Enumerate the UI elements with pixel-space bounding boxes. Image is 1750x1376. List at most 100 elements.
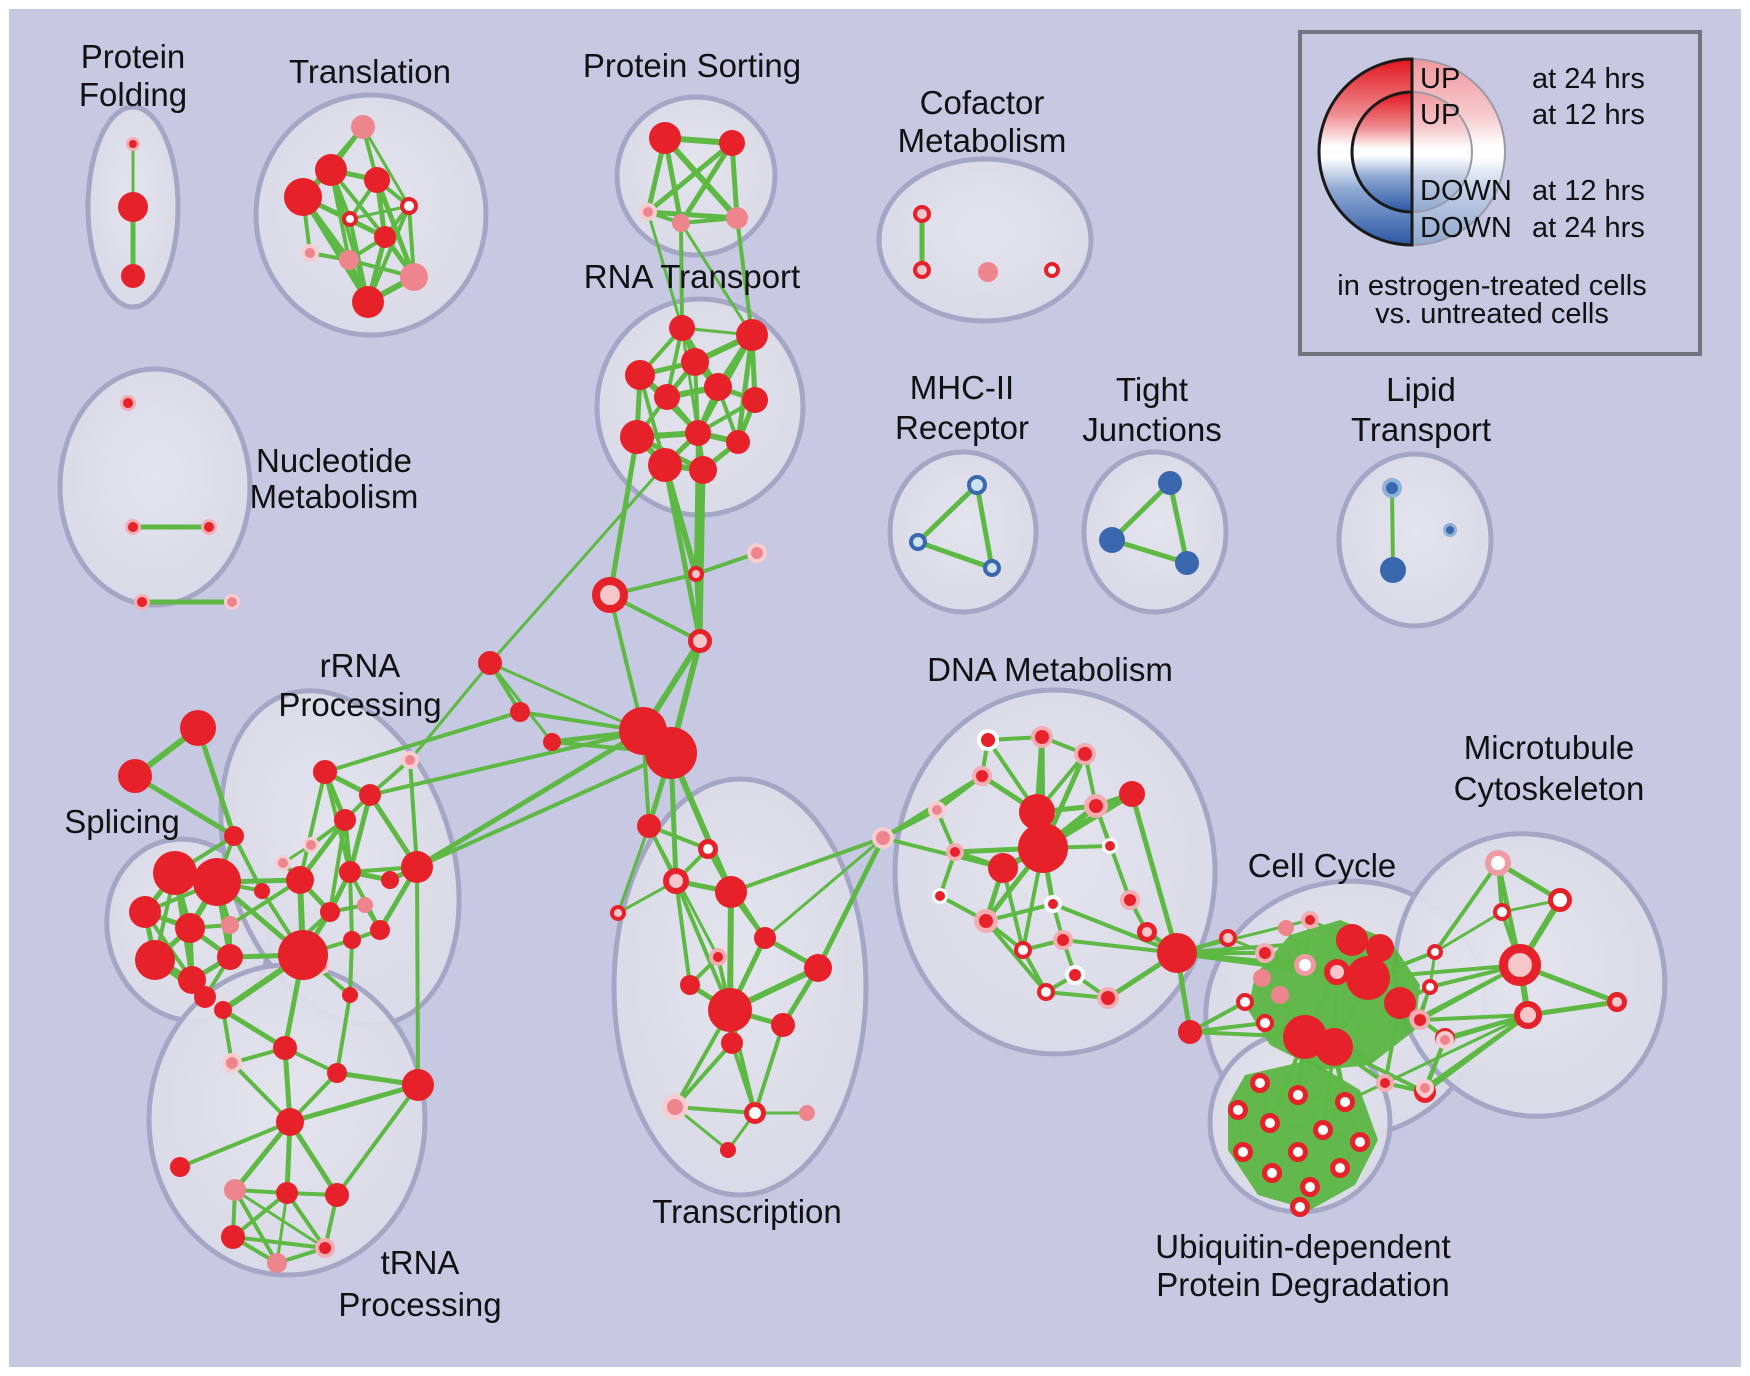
translation-node-8 — [339, 250, 359, 270]
nucleotide-metabolism-label-line-1: Nucleotide — [256, 442, 412, 479]
rna-transport-node-6 — [742, 387, 768, 413]
dna-metabolism-node-22 — [1157, 933, 1197, 973]
nucleotide-metabolism-label-line-2: Metabolism — [250, 478, 419, 515]
splicing-node-2 — [129, 896, 161, 928]
edge — [1418, 1013, 1530, 1022]
transcription-node-0 — [637, 814, 661, 838]
cell-cycle-label-line-1: Cell Cycle — [1248, 847, 1397, 884]
edge — [220, 1007, 288, 1051]
trna-processing-node-8 — [325, 1183, 349, 1207]
link-edge — [679, 221, 684, 330]
transcription-node-1 — [698, 839, 718, 859]
dna-metabolism-node-11 — [1102, 838, 1118, 854]
legend-direction-4: DOWN — [1420, 212, 1512, 244]
trna-processing-node-0 — [222, 1053, 242, 1073]
cofactor-metabolism-node-2 — [978, 262, 998, 282]
connectors-node-5 — [645, 727, 697, 779]
transcription-node-5 — [754, 927, 776, 949]
edge — [1525, 999, 1620, 1018]
ubiquitin-dependent-protein-degradation-node-12 — [1290, 1197, 1310, 1217]
rna-transport-node-0 — [669, 315, 695, 341]
edge — [408, 758, 419, 869]
connectors-node-11 — [224, 826, 244, 846]
dna-metabolism-node-9 — [988, 853, 1018, 883]
transcription-node-3 — [715, 876, 747, 908]
legend-direction-3: DOWN — [1420, 175, 1512, 207]
link-edge — [414, 728, 646, 870]
rrna-processing-label-line-2: Processing — [278, 686, 441, 723]
ubiquitin-dependent-protein-degradation-label-line-1: Ubiquitin-dependent — [1155, 1228, 1450, 1265]
link-edge — [323, 710, 522, 774]
rrna-processing-node-17 — [370, 920, 390, 940]
link-edge — [679, 221, 754, 337]
translation-node-9 — [400, 263, 428, 291]
edge — [233, 1188, 327, 1250]
connectors-node-12 — [254, 883, 270, 899]
dna-metabolism-nodes — [872, 726, 1202, 1044]
transcription-node-11 — [662, 1094, 688, 1120]
connectors-node-9 — [180, 710, 216, 746]
edge — [881, 836, 1005, 870]
microtubule-cytoskeleton-nodes — [1410, 850, 1627, 1097]
dna-metabolism-node-4 — [928, 801, 946, 819]
lipid-transport-label-line-2: Transport — [1351, 411, 1491, 448]
edge — [195, 725, 237, 839]
dna-metabolism-node-13 — [974, 909, 998, 933]
translation-node-3 — [284, 178, 322, 216]
translation-nodes — [284, 115, 428, 318]
cell-cycle-node-19 — [1376, 1074, 1394, 1092]
edge — [1109, 537, 1190, 566]
rna-transport-node-8 — [685, 420, 711, 446]
cell-cycle-node-14 — [1301, 911, 1319, 929]
rrna-processing-node-0 — [313, 760, 337, 784]
protein-sorting-node-1 — [719, 130, 745, 156]
trna-processing-nodes — [170, 1001, 434, 1273]
rna-transport-node-11 — [689, 456, 717, 484]
cofactor-metabolism-label-line-2: Metabolism — [898, 122, 1067, 159]
cell-cycle-node-15 — [1427, 944, 1443, 960]
connectors-nodes — [118, 543, 767, 899]
translation-label-line-1: Translation — [289, 53, 451, 90]
dna-metabolism-ellipse — [892, 687, 1218, 1057]
ubiquitin-dependent-protein-degradation-node-10 — [1330, 1158, 1350, 1178]
tight-junctions-node-1 — [1099, 527, 1125, 553]
rrna-processing-node-4 — [303, 837, 319, 853]
trna-processing-node-9 — [221, 1225, 245, 1249]
transcription-nodes — [610, 814, 832, 1158]
mhc-ii-receptor-edges — [915, 482, 995, 571]
transcription-node-7 — [804, 954, 832, 982]
trna-processing-node-5 — [170, 1157, 190, 1177]
translation-node-2 — [364, 167, 390, 193]
link-edge — [1366, 963, 1522, 980]
translation-node-5 — [400, 197, 418, 215]
trna-processing-node-3 — [402, 1069, 434, 1101]
edge — [735, 332, 755, 445]
lipid-transport-label-line-1: Lipid — [1386, 371, 1456, 408]
edge — [287, 1082, 421, 1125]
tight-junctions-label-line-1: Tight — [1116, 371, 1188, 408]
trna-processing-node-1 — [273, 1036, 297, 1060]
trna-processing-node-12 — [214, 1001, 232, 1019]
dna-metabolism-node-5 — [1084, 794, 1108, 818]
connectors-node-7 — [510, 702, 530, 722]
rrna-processing-node-12 — [343, 931, 361, 949]
splicing-node-8 — [194, 986, 216, 1008]
ubiquitin-dependent-protein-degradation-nodes — [1228, 1073, 1370, 1217]
connectors-node-10 — [118, 759, 152, 793]
trna-processing-node-10 — [315, 1238, 335, 1258]
microtubule-cytoskeleton-node-2 — [1493, 903, 1511, 921]
ubiquitin-dependent-protein-degradation-node-5 — [1313, 1120, 1333, 1140]
edge — [674, 879, 692, 987]
nucleotide-metabolism-ellipse — [57, 366, 253, 608]
transcription-node-6 — [680, 975, 700, 995]
microtubule-cytoskeleton-label-line-1: Microtubule — [1464, 729, 1635, 766]
microtubule-cytoskeleton-node-3 — [1499, 944, 1541, 986]
microtubule-cytoskeleton-node-8 — [1416, 1079, 1434, 1097]
edge — [984, 919, 1048, 994]
edge — [1390, 486, 1395, 572]
ubiquitin-dependent-protein-degradation-node-9 — [1262, 1163, 1282, 1183]
connectors-node-3 — [688, 629, 712, 653]
tight-junctions-node-2 — [1175, 551, 1199, 575]
link-edge — [763, 836, 885, 940]
trna-processing-label-line-1: tRNA — [381, 1244, 460, 1281]
